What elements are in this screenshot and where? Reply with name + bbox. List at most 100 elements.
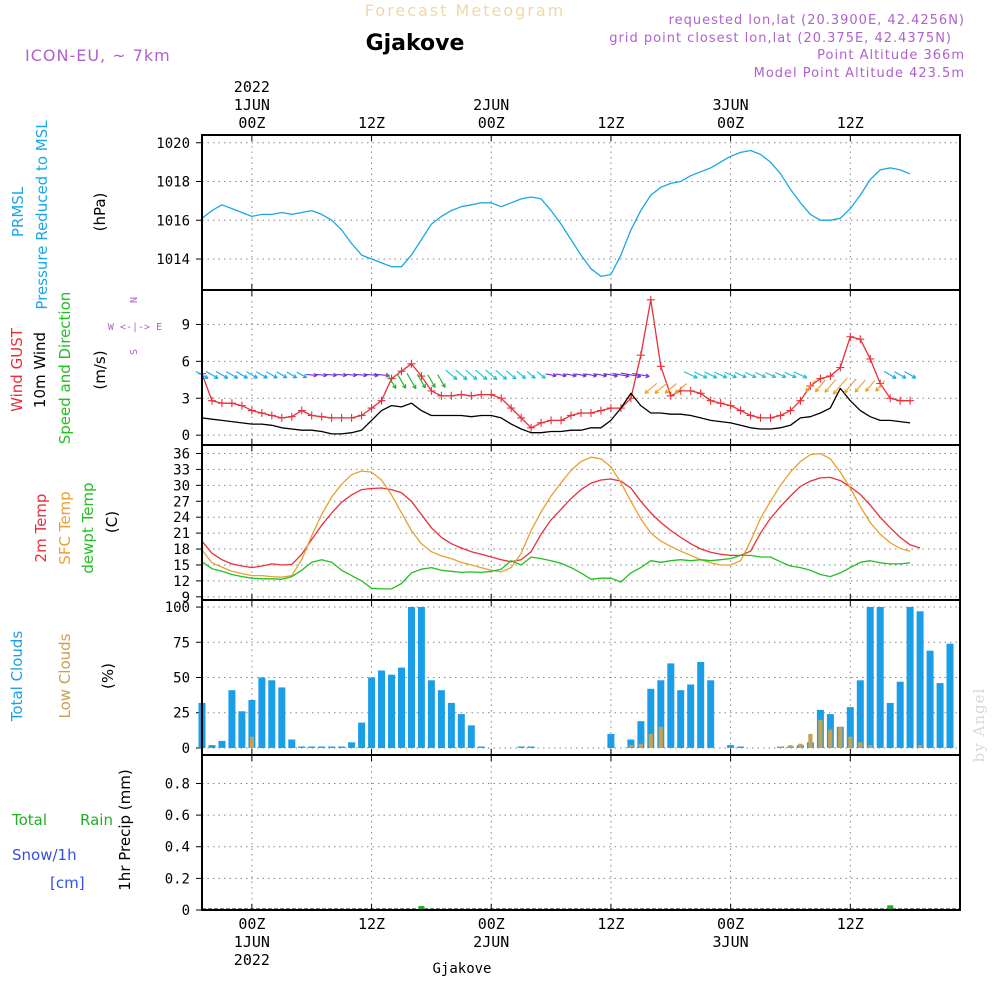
wind-direction-arrow [774, 371, 787, 379]
time-label-top: 2JUN [473, 96, 509, 114]
wind-direction-arrow [843, 378, 857, 394]
time-label-top: 00Z [478, 114, 505, 132]
time-label-top: 3JUN [713, 96, 749, 114]
cloud-bar-total [218, 740, 226, 748]
gust-marker [537, 418, 546, 427]
wind-direction-arrow [824, 379, 837, 393]
gust-marker [846, 332, 855, 341]
time-label-bottom: 12Z [837, 915, 864, 933]
gust-marker [427, 386, 436, 395]
time-label-bottom: 00Z [478, 915, 505, 933]
cloud-bar-total [667, 663, 675, 748]
gust-marker [577, 409, 585, 418]
time-label-bottom: 2JUN [473, 933, 509, 951]
cloud-bar-low [818, 719, 823, 748]
wind-direction-arrow [784, 371, 797, 379]
cloud-bar-low [828, 729, 833, 748]
wind-direction-arrow [632, 372, 650, 379]
cloud-bar-total [607, 733, 615, 748]
gust-marker [397, 367, 406, 376]
time-label-bottom: 00Z [717, 915, 744, 933]
gust-marker [347, 413, 356, 422]
label-1hr-precip: 1hr Precip (mm) [116, 769, 134, 890]
gust-marker [487, 390, 496, 399]
wind-direction-arrow [516, 370, 527, 380]
gust-marker [606, 404, 615, 413]
gust-marker [227, 399, 236, 408]
gust-marker [447, 391, 456, 400]
gust-marker [457, 390, 466, 399]
time-label-bottom: 2022 [234, 951, 270, 969]
series-line-sfc-temp [201, 452, 911, 578]
label-10m-wind: 10m Wind [31, 332, 49, 408]
wind-direction-arrow [215, 371, 229, 379]
wind-direction-arrow [904, 371, 917, 379]
cloud-bar-total [657, 680, 665, 748]
wind-direction-arrow [445, 369, 458, 381]
y-tick-label: 50 [173, 671, 190, 687]
wind-direction-arrow [225, 371, 239, 379]
y-tick-label: 36 [173, 446, 190, 462]
wind-direction-arrow [205, 370, 219, 379]
cloud-bar-low [868, 745, 873, 748]
time-label-bottom: 12Z [597, 915, 624, 933]
cloud-bar-total [228, 690, 236, 748]
cloud-bar-total [238, 711, 246, 748]
y-tick-label: 27 [173, 494, 190, 510]
y-tick-label: 9 [182, 317, 190, 333]
cloud-bar-total [308, 746, 316, 748]
y-tick-label: 0 [182, 903, 190, 919]
wind-direction-arrow [346, 372, 358, 378]
gust-marker [297, 406, 306, 415]
y-tick-label: 30 [173, 478, 190, 494]
cloud-bar-total [398, 667, 405, 748]
time-label-top: 1JUN [234, 96, 270, 114]
label-speed-direction: Speed and Direction [56, 292, 74, 445]
label-dewpt-temp: dewpt Temp [79, 482, 97, 573]
gust-marker [287, 412, 296, 421]
model-name: ICON-EU, ~ 7km [25, 46, 171, 65]
y-tick-label: 0 [182, 428, 190, 444]
cloud-bar-total [517, 746, 525, 748]
y-tick-label: 1014 [156, 252, 190, 268]
cloud-bar-low [858, 742, 863, 748]
cloud-bar-total [707, 680, 715, 748]
wind-direction-arrow [683, 371, 698, 379]
cloud-bar-total [727, 745, 735, 748]
time-label-top: 12Z [358, 114, 385, 132]
time-label-top: 2022 [234, 78, 270, 96]
wind-direction-arrow [654, 383, 668, 394]
y-tick-label: 0.4 [165, 840, 190, 856]
y-tick-label: 33 [173, 462, 190, 478]
gust-marker [317, 412, 326, 421]
cloud-bar-total [677, 690, 685, 748]
gust-marker [656, 362, 665, 371]
wind-direction-arrow [585, 373, 598, 378]
gust-marker [567, 411, 576, 420]
gust-marker [557, 416, 566, 425]
cloud-bar-total [358, 722, 366, 748]
gust-marker [367, 404, 376, 413]
compass-s: S [129, 349, 140, 355]
wind-direction-arrow [475, 369, 488, 381]
gust-marker [706, 396, 715, 405]
cloud-bar-total [298, 746, 306, 748]
time-label-top: 00Z [717, 114, 744, 132]
cloud-bar-low [628, 745, 633, 748]
cloud-bar-total [278, 687, 286, 748]
cloud-bar-total [856, 680, 864, 748]
wind-direction-arrow [832, 377, 848, 395]
wind-direction-arrow [286, 371, 298, 379]
gust-marker [267, 411, 276, 420]
cloud-bar-low [778, 746, 783, 748]
label-wind-gust: Wind GUST [8, 327, 26, 412]
gust-marker [826, 372, 835, 381]
y-tick-label: 75 [173, 635, 190, 651]
label-total-clouds: Total Clouds [8, 631, 26, 723]
grid-point-coords: grid point closest lon,lat (20.375E, 42.… [609, 31, 952, 46]
wind-direction-arrow [755, 372, 767, 378]
wind-direction-arrow [386, 373, 397, 389]
cloud-bar-total [208, 745, 216, 748]
gust-marker [896, 396, 905, 405]
